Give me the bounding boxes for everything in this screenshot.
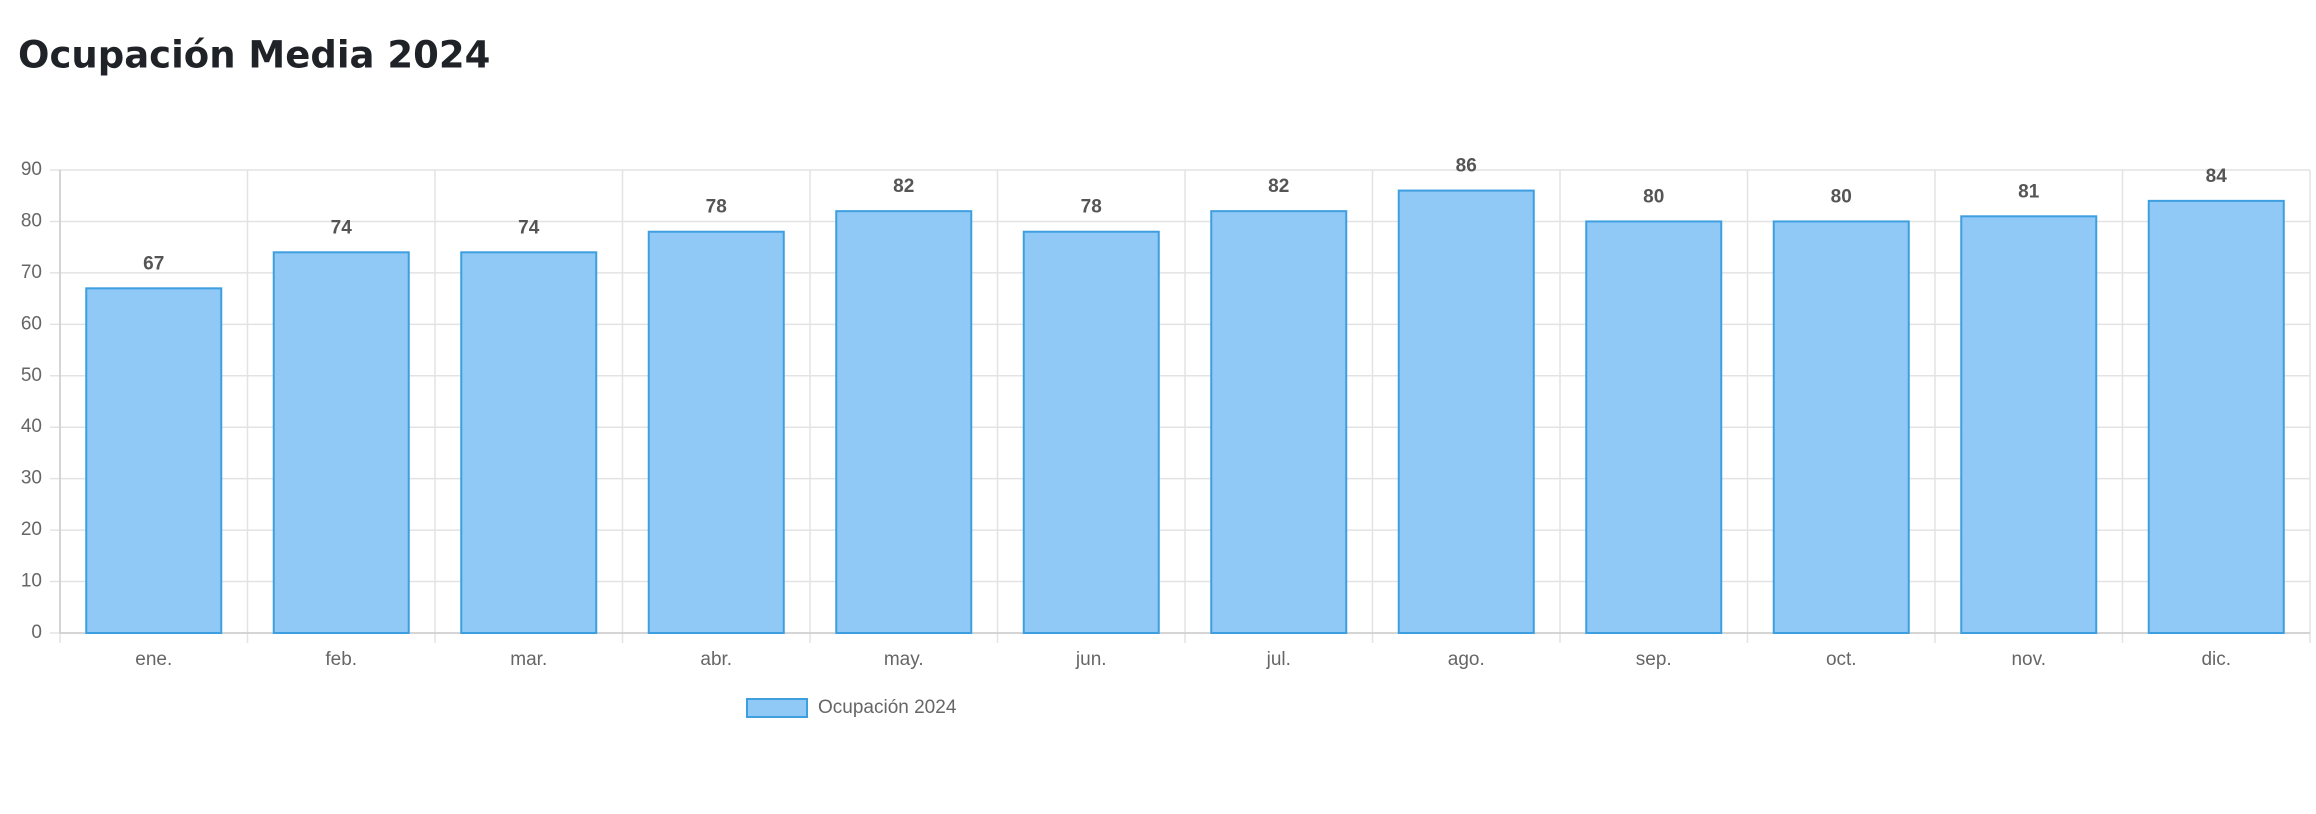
y-tick-label: 60	[21, 313, 42, 334]
y-tick-label: 10	[21, 571, 42, 592]
x-tick-label: oct.	[1826, 649, 1857, 670]
x-tick-label: ene.	[135, 649, 172, 670]
x-tick-label: jul.	[1266, 649, 1291, 670]
value-label: 74	[331, 217, 353, 238]
bar	[272, 251, 410, 635]
y-tick-label: 40	[21, 416, 42, 437]
bar	[85, 287, 223, 634]
value-label: 82	[1268, 176, 1289, 197]
x-tick-label: nov.	[2011, 649, 2046, 670]
y-tick-label: 50	[21, 365, 42, 386]
bar	[1397, 189, 1535, 634]
bar	[2147, 199, 2285, 634]
x-tick-label: dic.	[2201, 649, 2231, 670]
chart-title: Ocupación Media 2024	[18, 34, 490, 77]
x-tick-label: mar.	[510, 649, 547, 670]
bar	[1772, 220, 1910, 634]
legend-label: Ocupación 2024	[818, 697, 957, 718]
value-label: 67	[143, 253, 164, 274]
x-tick-label: abr.	[700, 649, 732, 670]
bar	[460, 251, 598, 635]
value-label: 80	[1643, 186, 1664, 207]
value-label: 86	[1456, 156, 1477, 177]
bar	[835, 210, 973, 634]
y-tick-label: 30	[21, 468, 42, 489]
value-label: 74	[518, 217, 540, 238]
value-label: 78	[1081, 197, 1102, 218]
x-tick-label: ago.	[1448, 649, 1485, 670]
x-tick-label: may.	[884, 649, 924, 670]
y-tick-label: 80	[21, 210, 42, 231]
bar	[1960, 215, 2098, 635]
bar	[1022, 230, 1160, 634]
value-label: 78	[706, 197, 727, 218]
x-tick-label: feb.	[325, 649, 357, 670]
x-tick-label: jun.	[1075, 649, 1107, 670]
y-tick-label: 20	[21, 519, 42, 540]
value-label: 82	[893, 176, 914, 197]
bar	[1210, 210, 1348, 634]
y-tick-label: 0	[31, 622, 42, 643]
x-tick-label: sep.	[1636, 649, 1672, 670]
y-tick-label: 70	[21, 262, 42, 283]
bar	[647, 230, 785, 634]
y-tick-label: 90	[21, 159, 42, 180]
value-label: 84	[2206, 166, 2228, 187]
value-label: 81	[2018, 181, 2040, 202]
bar	[1585, 220, 1723, 634]
legend-swatch	[746, 698, 808, 718]
value-label: 80	[1831, 186, 1852, 207]
